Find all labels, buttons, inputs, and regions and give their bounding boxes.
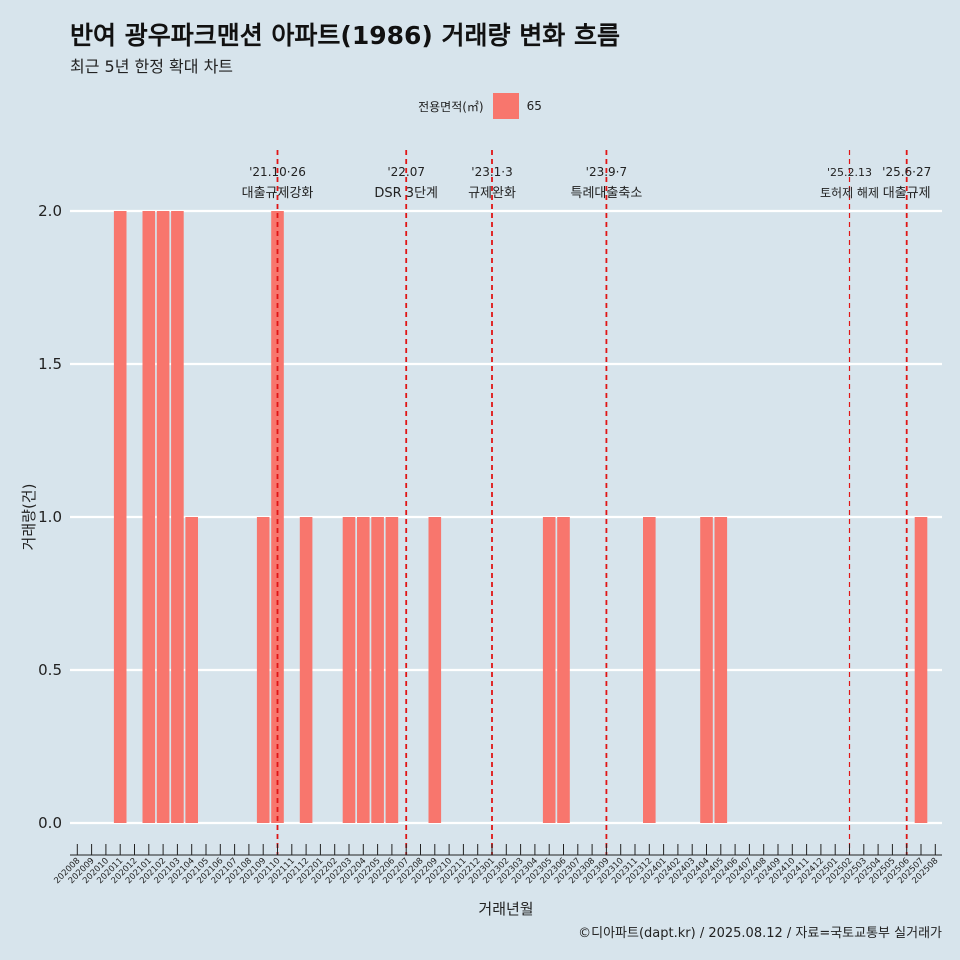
annotation-label: 대출규제 [883, 186, 931, 201]
bar [428, 517, 442, 823]
annotation-date: '25.6·27 [882, 165, 931, 179]
annotation-date: '23.9·7 [586, 165, 627, 179]
bar [271, 211, 284, 823]
y-tick-label: 1.5 [38, 355, 62, 373]
annotation-lines [276, 150, 908, 855]
y-tick-label: 2.0 [38, 202, 62, 220]
bar [113, 211, 127, 823]
bar [542, 517, 556, 823]
annotation-labels: '21.10·26 대출규제강화 '22.07 DSR 3단계 '23.1·3 규제완화 '… [242, 165, 932, 201]
legend-label: 65 [526, 99, 542, 113]
bar [171, 211, 184, 823]
annotation-label: 규제완화 [468, 186, 516, 201]
bar [557, 517, 570, 823]
x-axis: 2020082020092020102020112020122021012021… [52, 844, 942, 886]
bars [113, 211, 928, 823]
bar [371, 517, 384, 823]
bar [156, 211, 170, 823]
y-tick-label: 0.0 [38, 814, 62, 832]
y-axis: 0.0 0.5 1.0 1.5 2.0 [38, 202, 62, 832]
x-axis-label: 거래년월 [478, 900, 533, 918]
annotation-label: 대출규제강화 [242, 186, 314, 201]
bar [256, 517, 270, 823]
gridlines [70, 209, 942, 825]
chart-subtitle: 최근 5년 한정 확대 차트 [70, 57, 234, 76]
bar [714, 517, 728, 823]
bar [185, 517, 198, 823]
bar [914, 517, 928, 823]
bar [700, 517, 713, 823]
bar [385, 517, 399, 823]
legend: 전용면적(㎡) 65 [0, 93, 960, 119]
annotation-label: DSR 3단계 [374, 186, 438, 201]
bar [142, 211, 156, 823]
chart-title: 반여 광우파크맨션 아파트(1986) 거래량 변화 흐름 [70, 21, 620, 50]
bar [357, 517, 370, 823]
source-caption: ©디아파트(dapt.kr) / 2025.08.12 / 자료=국토교통부 실… [578, 926, 942, 941]
legend-swatch [492, 93, 519, 119]
y-tick-label: 1.0 [38, 508, 62, 526]
annotation-label: 특례대출축소 [571, 186, 643, 201]
annotation-date: '25.2.13 [827, 166, 872, 179]
annotation-date: '21.10·26 [249, 165, 306, 179]
bar [342, 517, 356, 823]
legend-title: 전용면적(㎡) [418, 99, 484, 114]
annotation-label: 토허제 해제 [820, 186, 879, 200]
bar [643, 517, 656, 823]
annotation-date: '23.1·3 [471, 165, 512, 179]
bar [299, 517, 313, 823]
y-axis-label: 거래량(건) [20, 484, 38, 551]
y-tick-label: 0.5 [38, 661, 62, 679]
annotation-date: '22.07 [387, 165, 425, 179]
